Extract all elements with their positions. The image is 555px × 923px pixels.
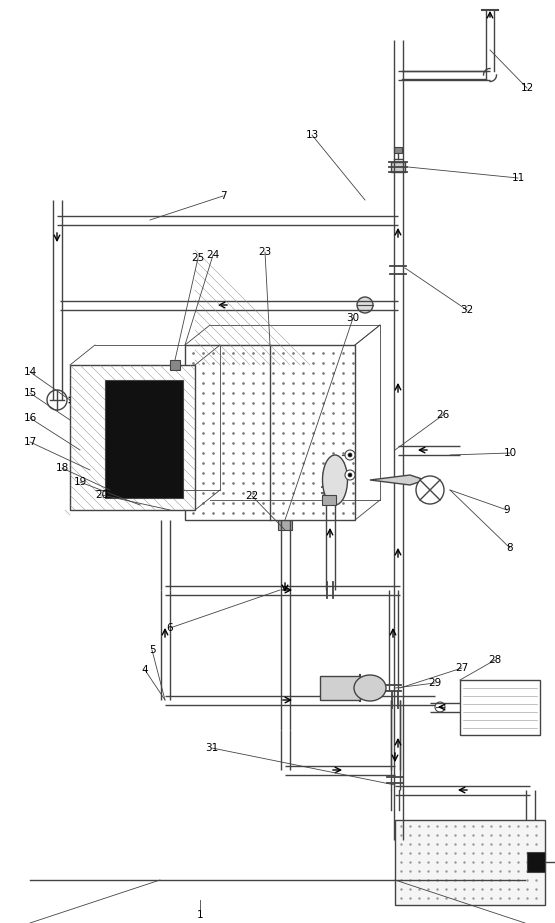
Text: 24: 24 [206,250,220,260]
Bar [278,520,292,530]
Circle shape [348,453,352,457]
Text: 1: 1 [196,910,203,920]
Text: 15: 15 [23,388,37,398]
Circle shape [348,473,352,477]
Ellipse shape [354,675,386,701]
Text: 23: 23 [259,247,271,257]
Text: 30: 30 [346,313,360,323]
Circle shape [357,297,373,313]
Text: 13: 13 [305,130,319,140]
Bar [320,676,360,700]
Text: 28: 28 [488,655,502,665]
Text: 16: 16 [23,413,37,423]
Text: 26: 26 [436,410,450,420]
Bar [391,162,405,172]
Ellipse shape [322,455,347,505]
Bar [70,365,195,510]
Text: 9: 9 [504,505,510,515]
Text: 32: 32 [461,305,473,315]
Text: 12: 12 [521,83,533,93]
Circle shape [47,390,67,410]
Bar [527,852,545,872]
Text: 22: 22 [245,491,259,501]
Text: 31: 31 [205,743,219,753]
Text: 6: 6 [166,623,173,633]
Text: 4: 4 [142,665,148,675]
Polygon shape [370,475,425,485]
Bar [170,360,180,370]
Bar [395,820,545,905]
Circle shape [416,476,444,504]
Text: 25: 25 [191,253,205,263]
Text: 19: 19 [73,477,87,487]
Bar [394,147,402,153]
Text: 5: 5 [149,645,155,655]
Text: 10: 10 [503,448,517,458]
Bar [322,495,336,505]
Text: 8: 8 [507,543,513,553]
Circle shape [345,450,355,460]
Text: 7: 7 [220,191,226,201]
Bar [185,345,355,520]
Text: 29: 29 [428,678,442,688]
Bar [105,380,183,498]
Text: 17: 17 [23,437,37,447]
Text: 27: 27 [455,663,468,673]
Bar [460,680,540,735]
Text: 14: 14 [23,367,37,377]
Text: 11: 11 [511,173,524,183]
Circle shape [435,702,445,712]
Circle shape [345,470,355,480]
Text: 18: 18 [56,463,69,473]
Text: 20: 20 [95,490,109,500]
